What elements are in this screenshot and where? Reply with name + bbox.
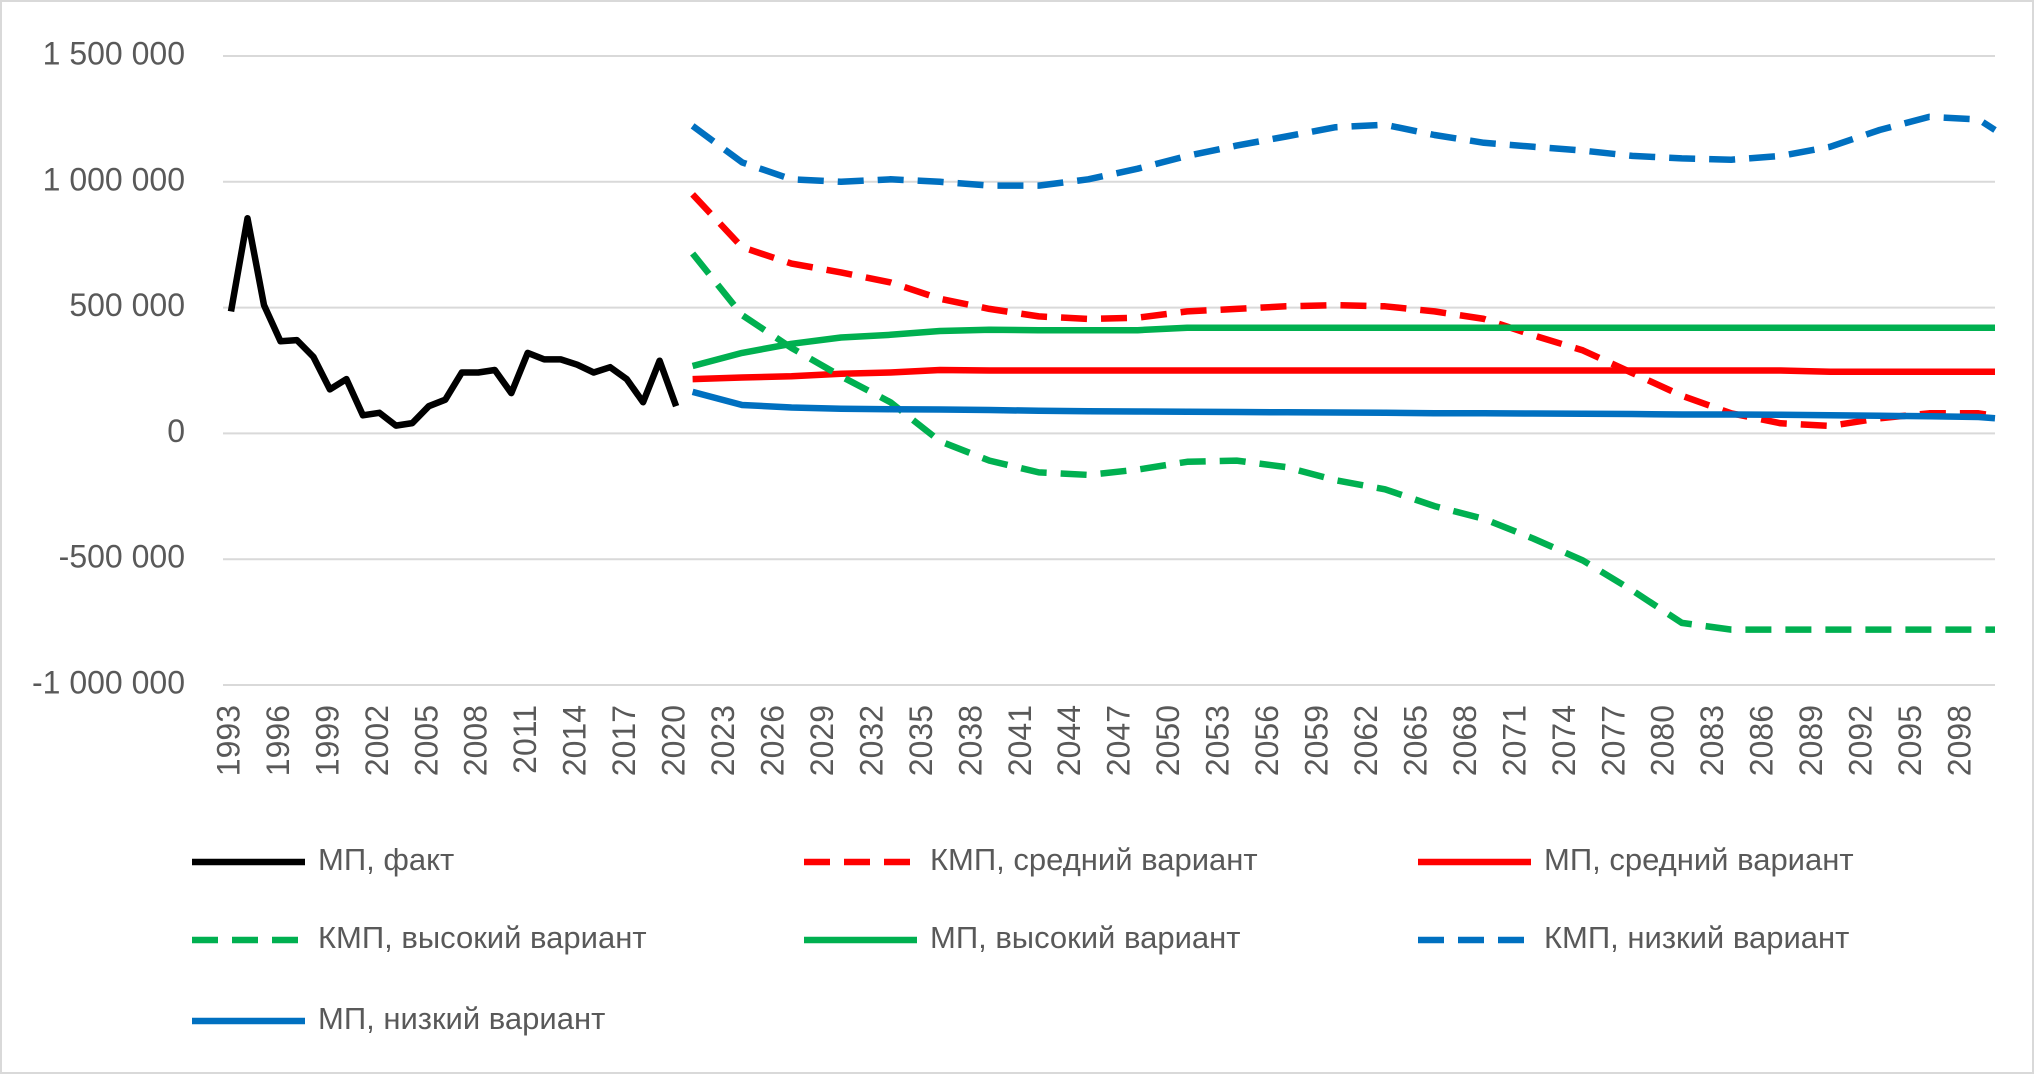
x-tick-label: 2017 bbox=[606, 705, 642, 776]
y-tick-label: 500 000 bbox=[69, 287, 185, 323]
x-tick-label: 2032 bbox=[853, 705, 889, 776]
series-line bbox=[690, 251, 1995, 633]
x-tick-label: 2056 bbox=[1249, 705, 1285, 776]
x-tick-label: 2020 bbox=[656, 705, 692, 776]
x-tick-label: 2083 bbox=[1694, 705, 1730, 776]
x-tick-label: 2074 bbox=[1546, 705, 1582, 776]
series-line bbox=[691, 388, 1996, 422]
series-line bbox=[692, 366, 1995, 383]
legend-label: КМП, высокий вариант bbox=[318, 920, 647, 955]
x-tick-label: 2047 bbox=[1101, 705, 1137, 776]
x-tick-label: 2008 bbox=[458, 705, 494, 776]
x-tick-label: 2026 bbox=[754, 705, 790, 776]
x-tick-label: 2014 bbox=[557, 705, 593, 776]
x-tick-label: 2080 bbox=[1645, 705, 1681, 776]
x-tick-label: 2086 bbox=[1744, 705, 1780, 776]
x-tick-label: 2053 bbox=[1200, 705, 1236, 776]
x-tick-label: 2077 bbox=[1595, 705, 1631, 776]
x-tick-label: 2095 bbox=[1892, 705, 1928, 776]
x-tick-label: 1996 bbox=[260, 705, 296, 776]
x-tick-label: 2092 bbox=[1843, 705, 1879, 776]
series-line bbox=[227, 215, 680, 429]
x-tick-label: 2044 bbox=[1051, 705, 1087, 776]
legend-label: МП, средний вариант bbox=[1544, 842, 1854, 877]
series-line bbox=[690, 113, 1997, 189]
legend-label: МП, низкий вариант bbox=[318, 1001, 605, 1036]
legend-label: КМП, средний вариант bbox=[930, 842, 1258, 877]
series-line bbox=[691, 324, 1995, 370]
x-tick-label: 2098 bbox=[1941, 705, 1977, 776]
y-tick-label: 1 500 000 bbox=[43, 35, 185, 71]
x-tick-label: 1993 bbox=[210, 705, 246, 776]
y-tick-label: 1 000 000 bbox=[43, 161, 185, 197]
x-tick-label: 2029 bbox=[804, 705, 840, 776]
y-tick-label: -500 000 bbox=[59, 539, 185, 575]
x-tick-label: 2071 bbox=[1496, 705, 1532, 776]
x-tick-label: 2035 bbox=[903, 705, 939, 776]
x-tick-label: 2041 bbox=[1002, 705, 1038, 776]
x-tick-label: 2068 bbox=[1447, 705, 1483, 776]
legend-label: МП, факт bbox=[318, 842, 454, 877]
x-tick-label: 2059 bbox=[1299, 705, 1335, 776]
x-tick-label: 2065 bbox=[1397, 705, 1433, 776]
legend-label: МП, высокий вариант bbox=[930, 920, 1240, 955]
x-tick-label: 2050 bbox=[1150, 705, 1186, 776]
x-tick-label: 2002 bbox=[359, 705, 395, 776]
x-tick-label: 1999 bbox=[309, 705, 345, 776]
y-tick-label: -1 000 000 bbox=[32, 664, 185, 700]
x-tick-label: 2011 bbox=[507, 705, 543, 774]
y-tick-label: 0 bbox=[167, 413, 185, 449]
x-tick-label: 2062 bbox=[1348, 705, 1384, 776]
x-tick-label: 2038 bbox=[952, 705, 988, 776]
legend-label: КМП, низкий вариант bbox=[1544, 920, 1849, 955]
x-tick-label: 2089 bbox=[1793, 705, 1829, 776]
x-tick-label: 2005 bbox=[408, 705, 444, 776]
series-line bbox=[690, 192, 1996, 430]
x-tick-label: 2023 bbox=[705, 705, 741, 776]
